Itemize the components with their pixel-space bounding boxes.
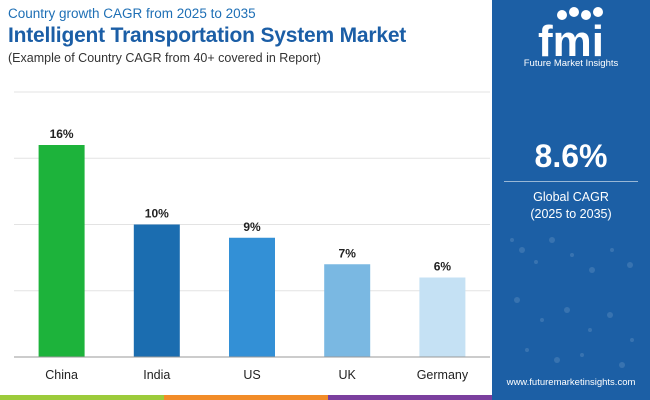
value-label-us: 9% xyxy=(243,220,261,234)
stripe-green xyxy=(0,395,164,400)
cagr-divider xyxy=(504,181,638,182)
chart-title: Intelligent Transportation System Market xyxy=(8,24,407,47)
bar-chart: 16% China 10% India 9% US 7% UK 6% Germany xyxy=(14,91,490,382)
global-cagr-period: (2025 to 2035) xyxy=(530,207,612,221)
global-cagr-value: 8.6% xyxy=(534,138,608,174)
logo-caption: Future Market Insights xyxy=(523,58,619,69)
category-label-uk: UK xyxy=(339,368,357,382)
stripe-purple xyxy=(328,395,492,400)
labels: 16% China 10% India 9% US 7% UK 6% Germany xyxy=(45,127,469,382)
sidebar-panel: fmi Future Market Insights 8.6% Global C… xyxy=(492,0,650,400)
value-label-china: 16% xyxy=(50,127,74,141)
category-label-us: US xyxy=(243,368,260,382)
map-pattern xyxy=(510,237,634,368)
chart-subtitle: Country growth CAGR from 2025 to 2035 xyxy=(8,6,256,21)
bars xyxy=(38,145,466,357)
bar-us xyxy=(229,237,275,357)
category-label-germany: Germany xyxy=(417,368,469,382)
logo-wordmark: fmi xyxy=(538,17,604,66)
chart-note: (Example of Country CAGR from 40+ covere… xyxy=(8,51,321,65)
bar-china xyxy=(38,145,85,357)
chart-header: Country growth CAGR from 2025 to 2035 In… xyxy=(8,6,488,65)
bottom-color-stripe xyxy=(0,395,492,400)
bar-uk xyxy=(324,264,371,357)
category-label-china: China xyxy=(45,368,78,382)
global-cagr-label: Global CAGR xyxy=(533,190,609,204)
bar-india xyxy=(133,224,180,357)
bar-germany xyxy=(419,277,466,357)
fmi-logo: fmi xyxy=(538,7,604,66)
stripe-orange xyxy=(164,395,328,400)
category-label-india: India xyxy=(143,368,170,382)
value-label-uk: 7% xyxy=(339,246,357,260)
website-link[interactable]: www.futuremarketinsights.com xyxy=(506,377,636,388)
value-label-india: 10% xyxy=(145,207,169,221)
value-label-germany: 6% xyxy=(434,260,452,274)
